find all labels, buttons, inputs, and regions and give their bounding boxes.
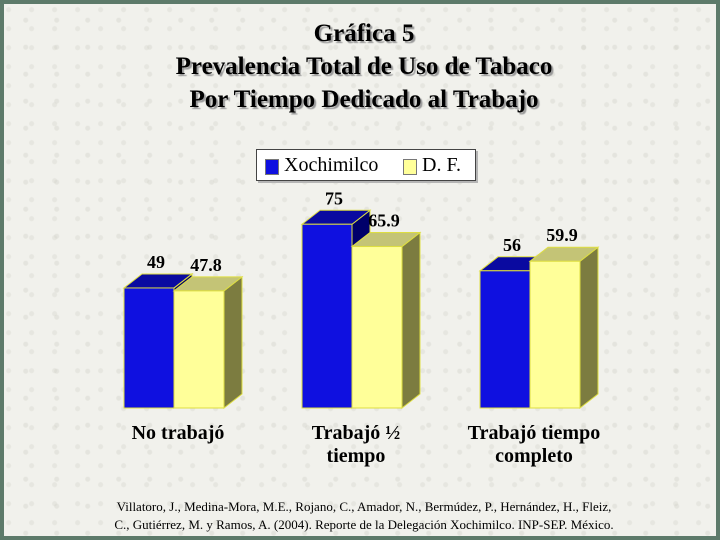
bar-xochimilco-3-front (479, 270, 531, 409)
data-label-xochimilco-1: 49 (147, 252, 165, 272)
data-label-xochimilco-2: 75 (325, 188, 343, 208)
x-tick-label-3-line-2: completo (495, 445, 573, 467)
bar-xochimilco-1-front (123, 287, 175, 409)
data-label-df-1: 47.8 (190, 255, 222, 275)
source-line-1: Villatoro, J., Medina-Mora, M.E., Rojano… (116, 499, 612, 514)
chart-title-line-3: Por Tiempo Dedicado al Trabajo (189, 86, 539, 113)
bar-df-1-side (223, 275, 243, 410)
bar-df-3-side (579, 246, 599, 410)
legend-swatch-xochimilco (265, 159, 279, 175)
chart-title-line-1: Gráfica 5 (313, 20, 415, 47)
x-tick-label-2-line-1: Trabajó ½ (312, 422, 401, 444)
data-label-xochimilco-3: 56 (503, 235, 521, 255)
chart-legend: Xochimilco D. F. (256, 149, 476, 181)
bar-xochimilco-2-front (301, 223, 353, 409)
bar-df-1-front (173, 290, 225, 409)
legend-label-df: D. F. (422, 154, 461, 176)
bar-df-2-front (351, 246, 403, 409)
chart-title-line-2: Prevalencia Total de Uso de Tabaco (175, 53, 553, 80)
legend-label-xochimilco: Xochimilco (284, 154, 379, 176)
source-line-2: C., Gutiérrez, M. y Ramos, A. (2004). Re… (114, 517, 614, 532)
x-tick-label-3-line-1: Trabajó tiempo (468, 422, 600, 444)
data-label-df-2: 65.9 (368, 211, 400, 231)
x-tick-label-1-line-1: No trabajó (132, 422, 225, 444)
data-label-df-3: 59.9 (546, 225, 578, 245)
source-citation: Villatoro, J., Medina-Mora, M.E., Rojano… (44, 498, 684, 534)
legend-swatch-df (403, 159, 417, 175)
bar-df-3-front (529, 260, 581, 409)
x-tick-label-2-line-2: tiempo (327, 445, 386, 467)
bar-df-2-side (401, 231, 421, 410)
